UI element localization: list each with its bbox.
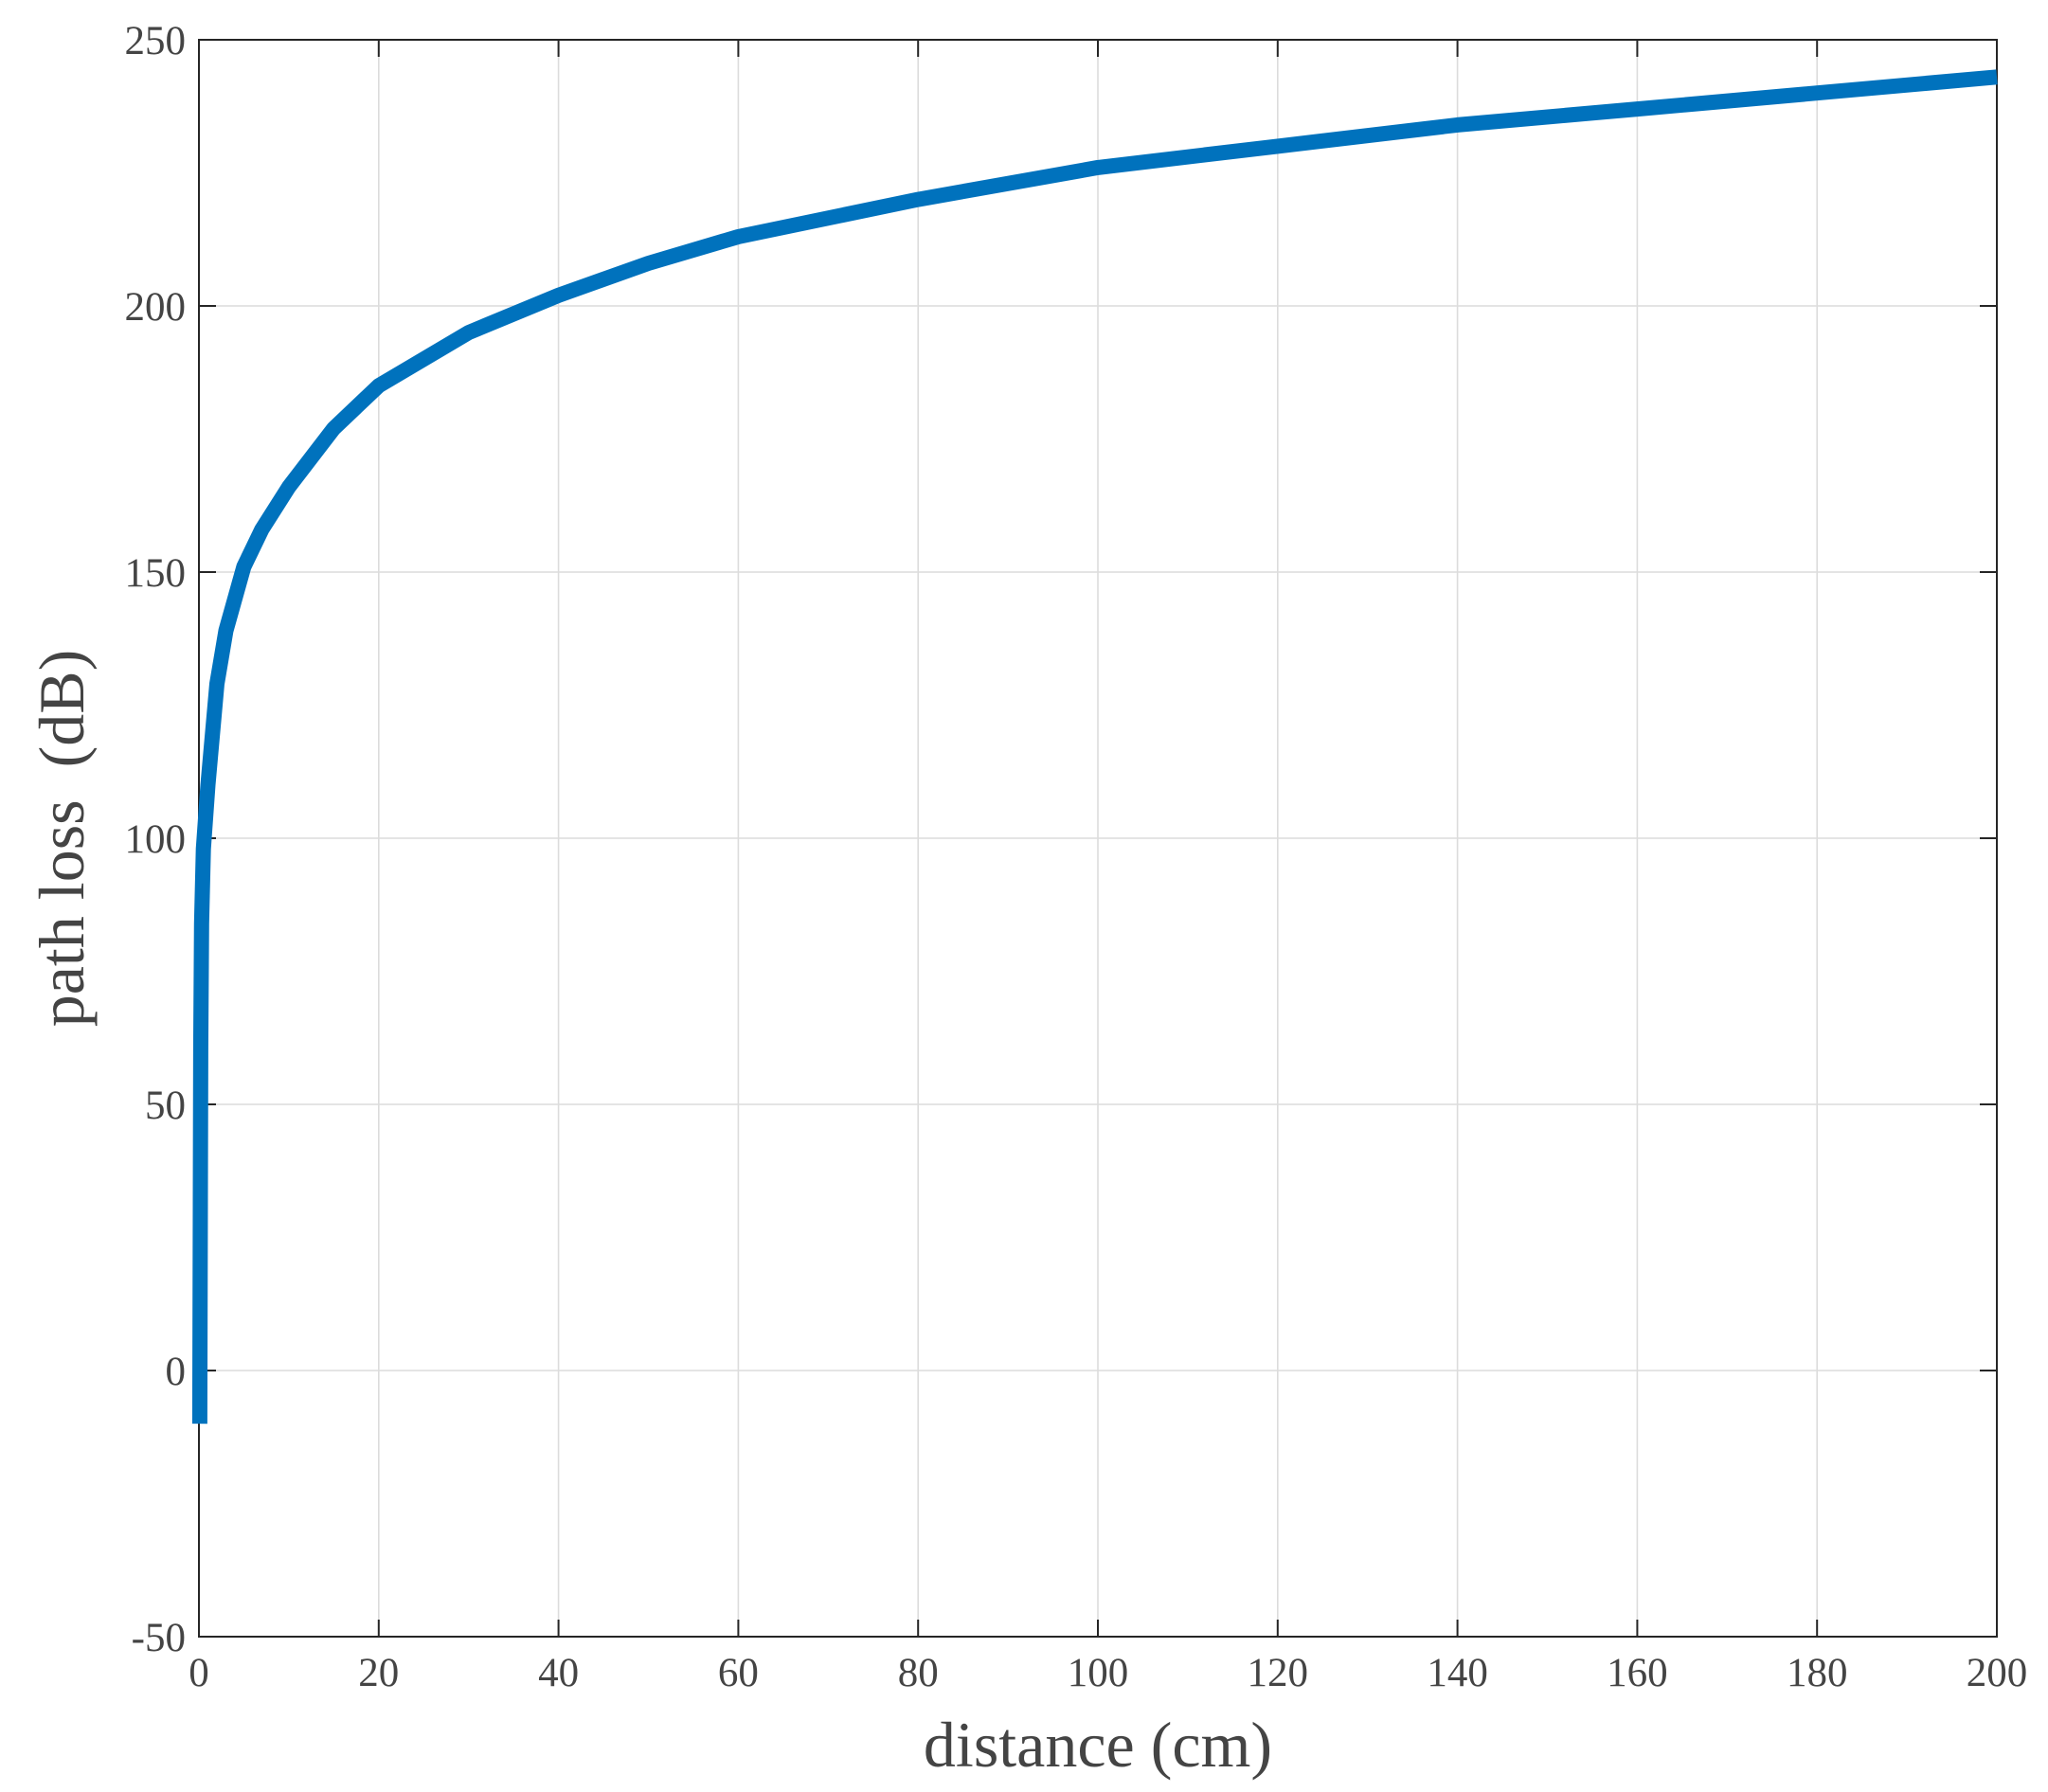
x-tick-label: 20 bbox=[358, 1651, 399, 1695]
y-axis-label: path loss (dB) bbox=[26, 650, 98, 1028]
x-tick-label: 0 bbox=[189, 1651, 209, 1695]
x-axis-label: distance (cm) bbox=[924, 1709, 1272, 1781]
x-tick-label: 100 bbox=[1068, 1651, 1129, 1695]
y-tick-label: 100 bbox=[125, 817, 187, 862]
x-tick-label: 180 bbox=[1787, 1651, 1848, 1695]
y-tick-label: -50 bbox=[132, 1616, 186, 1660]
x-tick-labels: 0 20 40 60 80 100 120 140 160 180 200 bbox=[189, 1651, 2027, 1695]
x-tick-label: 120 bbox=[1248, 1651, 1309, 1695]
x-tick-label: 60 bbox=[718, 1651, 759, 1695]
series-layer bbox=[191, 69, 1998, 1425]
y-tick-label: 250 bbox=[125, 19, 187, 63]
tick-marks bbox=[198, 39, 1998, 1638]
y-tick-label: 150 bbox=[125, 551, 187, 596]
x-tick-label: 160 bbox=[1607, 1651, 1668, 1695]
x-tick-label: 140 bbox=[1427, 1651, 1488, 1695]
y-tick-label: 50 bbox=[145, 1084, 186, 1128]
y-tick-label: 200 bbox=[125, 285, 187, 330]
x-tick-label: 40 bbox=[538, 1651, 579, 1695]
grid bbox=[198, 39, 1998, 1638]
x-tick-label: 200 bbox=[1967, 1651, 2028, 1695]
x-tick-label: 80 bbox=[898, 1651, 939, 1695]
y-tick-labels: -50 0 50 100 150 200 250 bbox=[125, 19, 187, 1660]
y-tick-label: 0 bbox=[166, 1350, 187, 1394]
